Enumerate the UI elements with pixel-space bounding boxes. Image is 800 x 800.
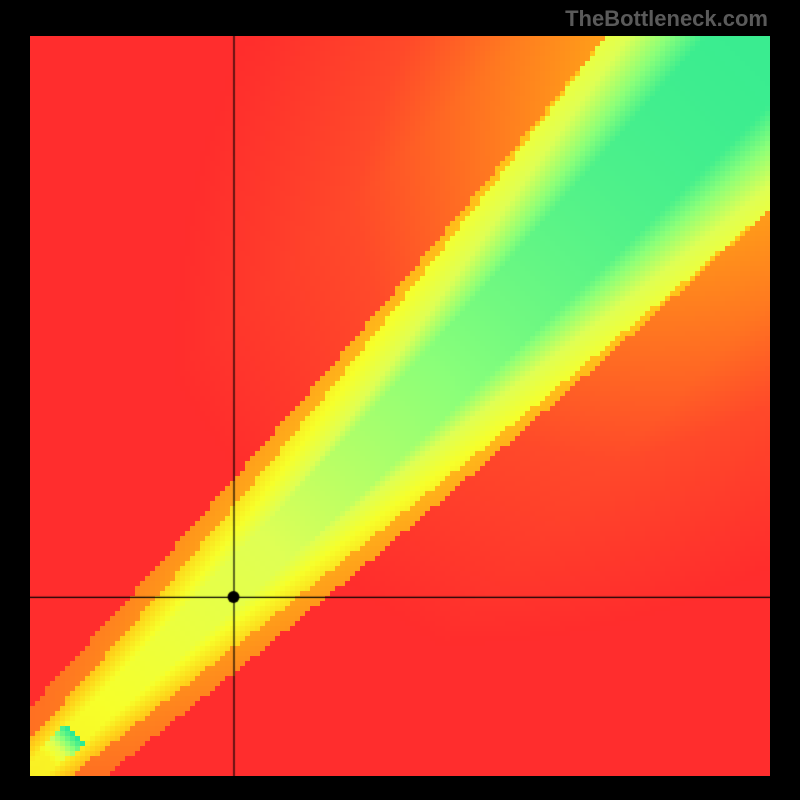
plot-area [30,36,770,776]
watermark-text: TheBottleneck.com [565,6,768,32]
heatmap-canvas [30,36,770,776]
